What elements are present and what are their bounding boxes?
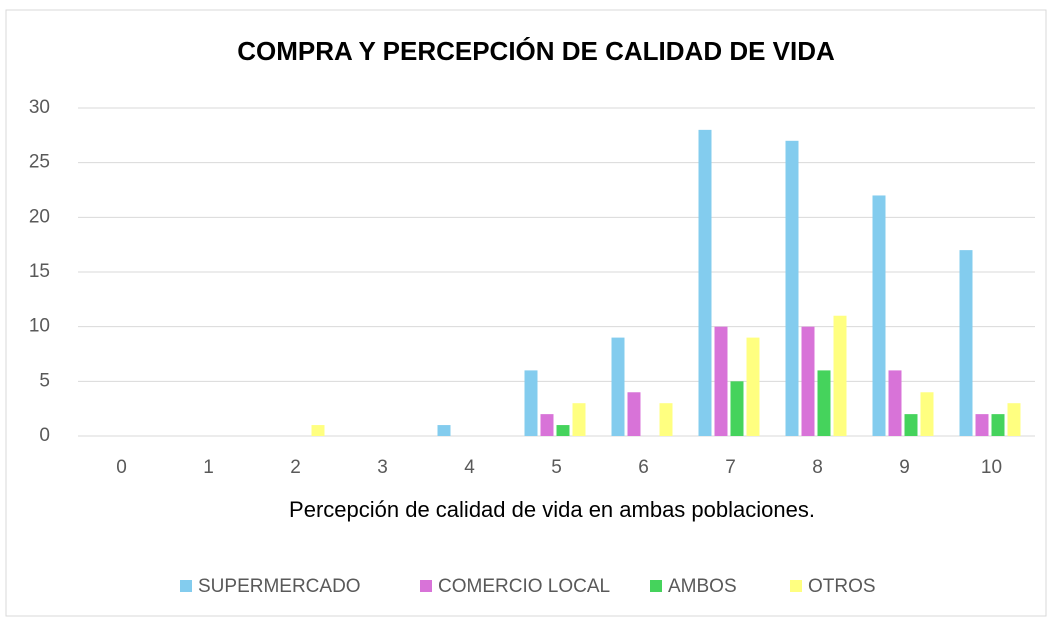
x-tick-label: 3 [377,457,388,478]
bar [556,425,570,436]
bar [540,414,554,436]
legend-label: SUPERMERCADO [198,576,361,597]
bar [311,425,325,436]
legend-swatch [420,580,432,592]
bar [959,250,973,436]
bar [888,370,902,436]
y-tick-label: 20 [29,206,50,227]
legend-label: COMERCIO LOCAL [438,576,610,597]
x-tick-label: 2 [290,457,301,478]
x-tick-label: 10 [981,457,1002,478]
y-tick-label: 5 [39,370,50,391]
bar [904,414,918,436]
bar [437,425,451,436]
x-tick-label: 8 [812,457,823,478]
x-tick-label: 6 [638,457,649,478]
bar [801,326,815,436]
x-tick-label: 4 [464,457,475,478]
bar [975,414,989,436]
x-tick-label: 7 [725,457,736,478]
bar [611,337,625,436]
bar [572,403,586,436]
y-tick-label: 30 [29,97,50,118]
bar [785,140,799,437]
bar [659,403,673,436]
x-tick-label: 5 [551,457,562,478]
x-axis-title: Percepción de calidad de vida en ambas p… [289,497,815,522]
bar [817,370,831,436]
x-tick-label: 1 [203,457,214,478]
bar [524,370,538,436]
legend-swatch [180,580,192,592]
y-tick-label: 25 [29,152,50,173]
chart-title: COMPRA Y PERCEPCIÓN DE CALIDAD DE VIDA [237,36,835,66]
bar [872,195,886,436]
bar [627,392,641,436]
x-tick-label: 0 [116,457,127,478]
bar [991,414,1005,436]
x-tick-label: 9 [899,457,910,478]
chart-frame [5,9,1047,617]
bar [746,337,760,436]
y-tick-label: 0 [39,425,50,446]
bar [714,326,728,436]
legend-label: OTROS [808,576,876,597]
y-tick-label: 15 [29,261,50,282]
bar [1007,403,1021,436]
bar [833,315,847,436]
legend-swatch [650,580,662,592]
bar [698,129,712,436]
legend-swatch [790,580,802,592]
y-tick-label: 10 [29,316,50,337]
legend-label: AMBOS [668,576,737,597]
bar [920,392,934,436]
bar [730,381,744,436]
